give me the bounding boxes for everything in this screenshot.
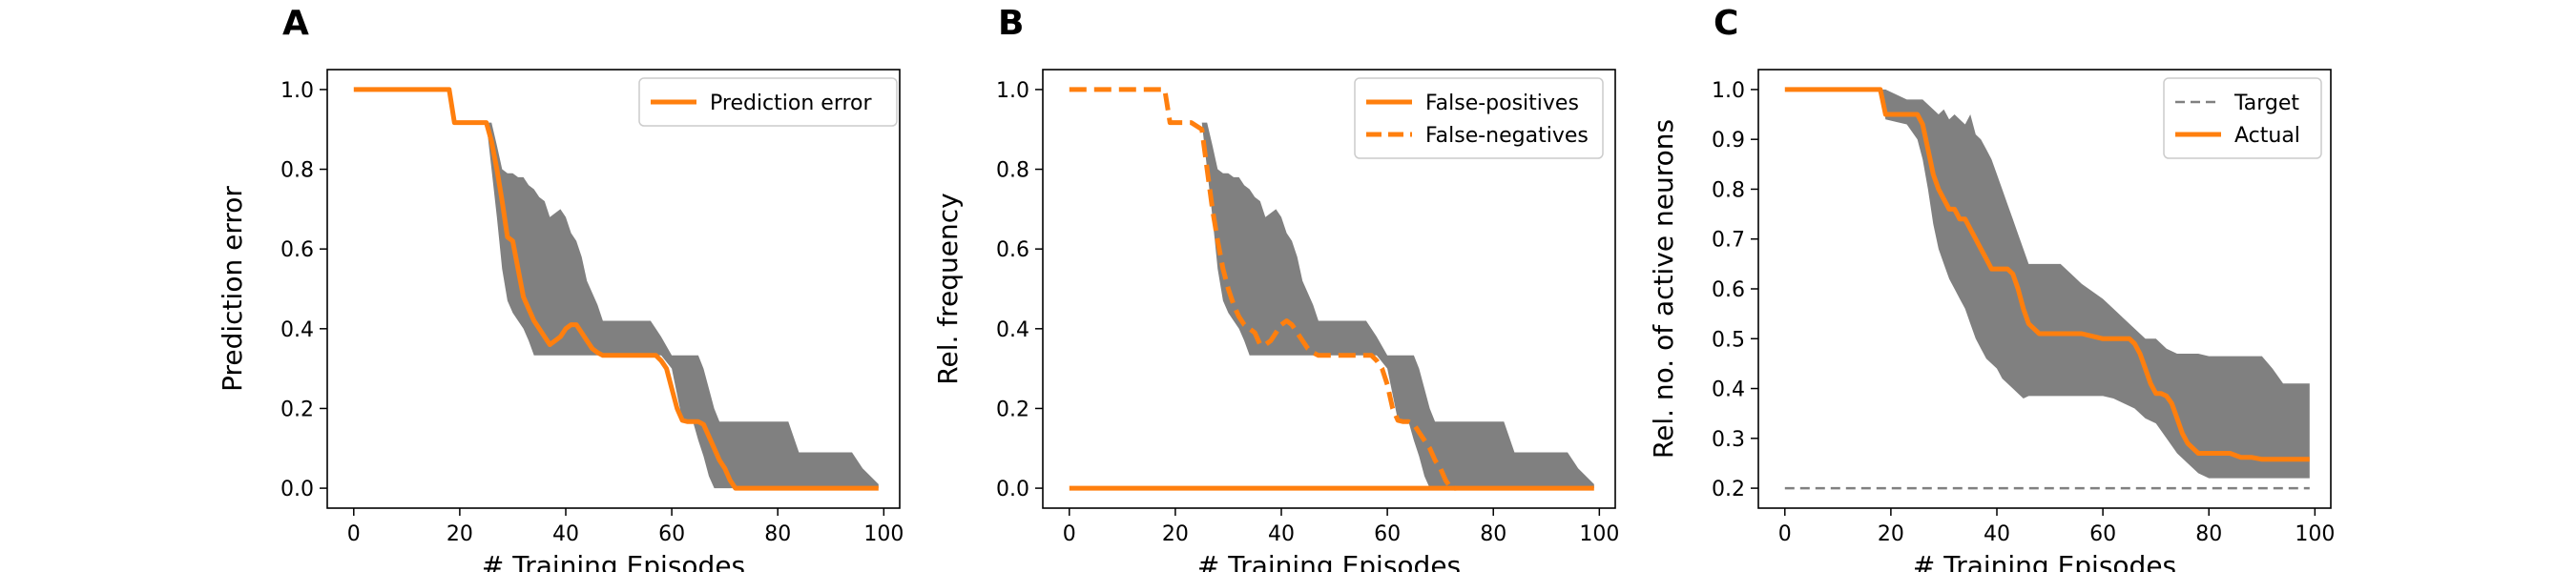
x-tick-label: 20 bbox=[447, 522, 473, 546]
x-axis-label: # Training Episodes bbox=[482, 550, 745, 572]
y-tick-label: 1.0 bbox=[1712, 79, 1745, 103]
x-tick-label: 80 bbox=[2195, 522, 2222, 546]
x-tick-label: 0 bbox=[347, 522, 361, 546]
x-tick-label: 40 bbox=[1984, 522, 2010, 546]
x-tick-label: 20 bbox=[1162, 522, 1189, 546]
y-tick-label: 0.0 bbox=[280, 478, 314, 501]
x-tick-label: 0 bbox=[1778, 522, 1792, 546]
y-tick-label: 1.0 bbox=[996, 79, 1029, 103]
y-tick-label: 0.6 bbox=[996, 238, 1029, 262]
legend-label: False-negatives bbox=[1425, 124, 1589, 148]
x-tick-label: 100 bbox=[2295, 522, 2335, 546]
y-tick-label: 0.2 bbox=[280, 398, 314, 421]
panel-c: 0 20 40 60 80 100 0.2 0.3 0.4 0.5 0.6 0.7 0.8 0.9 1.0 #… bbox=[1648, 4, 2335, 572]
y-tick-label: 0.2 bbox=[1712, 478, 1745, 501]
legend: Target Actual bbox=[2163, 77, 2322, 159]
x-tick-label: 60 bbox=[658, 522, 685, 546]
x-tick-label: 0 bbox=[1063, 522, 1076, 546]
x-axis-label: # Training Episodes bbox=[1913, 550, 2176, 572]
legend-label: Target bbox=[2233, 92, 2299, 115]
y-tick-label: 0.0 bbox=[996, 478, 1029, 501]
axes-frame bbox=[1042, 69, 1616, 509]
y-tick-label: 1.0 bbox=[280, 79, 314, 103]
x-tick-label: 40 bbox=[1268, 522, 1295, 546]
x-tick-label: 80 bbox=[1480, 522, 1506, 546]
series-line-false-negatives bbox=[1069, 87, 1457, 491]
y-tick-label: 0.8 bbox=[1712, 178, 1745, 202]
y-tick-label: 0.4 bbox=[996, 318, 1029, 342]
y-tick-label: 0.8 bbox=[996, 159, 1029, 183]
legend-box bbox=[638, 77, 898, 127]
y-tick-label: 0.8 bbox=[280, 159, 314, 183]
y-tick-label: 0.7 bbox=[1712, 229, 1745, 253]
y-axis-label: Rel. frequency bbox=[932, 193, 964, 384]
legend-box bbox=[2163, 77, 2322, 159]
panel-letter: B bbox=[998, 4, 1024, 43]
y-tick-label: 0.4 bbox=[280, 318, 314, 342]
legend-box bbox=[1354, 77, 1604, 159]
y-tick-label: 0.4 bbox=[1712, 378, 1745, 402]
axes-frame bbox=[326, 69, 901, 509]
panel-a: 0 20 40 60 80 100 0.0 0.2 0.4 0.6 0.8 1.0 # Training… bbox=[217, 4, 904, 572]
x-tick-label: 100 bbox=[863, 522, 904, 546]
y-tick-label: 0.3 bbox=[1712, 428, 1745, 452]
confidence-band bbox=[353, 89, 879, 489]
x-tick-label: 40 bbox=[552, 522, 579, 546]
x-tick-label: 60 bbox=[2089, 522, 2116, 546]
y-tick-label: 0.5 bbox=[1712, 328, 1745, 352]
legend-label: Prediction error bbox=[710, 92, 872, 115]
x-tick-label: 60 bbox=[1374, 522, 1401, 546]
y-axis-label: Prediction error bbox=[217, 186, 248, 392]
series-line-actual bbox=[1784, 87, 2310, 462]
x-tick-label: 20 bbox=[1878, 522, 1904, 546]
panel-letter: C bbox=[1714, 4, 1738, 43]
series-line-prediction-error bbox=[353, 87, 879, 491]
y-tick-label: 0.9 bbox=[1712, 129, 1745, 153]
y-axis-label: Rel. no. of active neurons bbox=[1648, 119, 1679, 459]
y-tick-label: 0.6 bbox=[280, 238, 314, 262]
legend: Prediction error bbox=[638, 77, 898, 127]
panel-b: 0 20 40 60 80 100 0.0 0.2 0.4 0.6 0.8 1.0 # Training… bbox=[932, 4, 1619, 572]
legend-label: Actual bbox=[2234, 124, 2300, 148]
panel-letter: A bbox=[282, 4, 309, 43]
legend-label: False-positives bbox=[1425, 92, 1579, 115]
x-axis-label: # Training Episodes bbox=[1197, 550, 1461, 572]
x-tick-label: 80 bbox=[764, 522, 791, 546]
confidence-band bbox=[1784, 89, 2310, 479]
legend: False-positives False-negatives bbox=[1354, 77, 1604, 159]
x-tick-label: 100 bbox=[1579, 522, 1619, 546]
y-tick-label: 0.6 bbox=[1712, 278, 1745, 302]
y-tick-label: 0.2 bbox=[996, 398, 1029, 421]
